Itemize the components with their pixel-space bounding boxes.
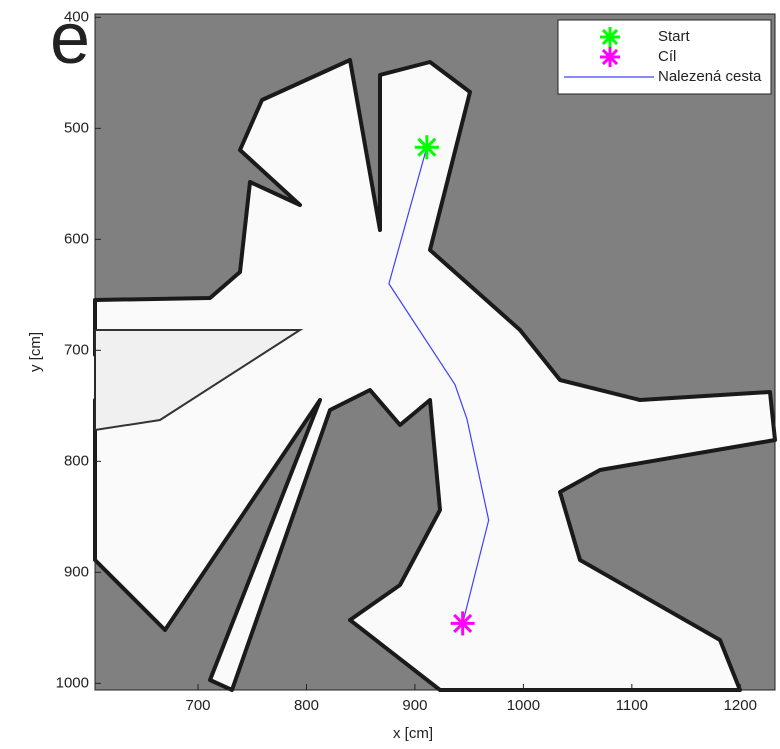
legend-symbol [600, 47, 620, 67]
legend: Start Cíl Nalezená cesta [558, 20, 771, 94]
y-tick-label: 700 [64, 341, 89, 358]
y-axis-label: y [cm] [27, 332, 44, 372]
legend-label: Cíl [658, 48, 676, 65]
x-tick-label: 1100 [616, 697, 648, 714]
chart: e x [cm] y [cm] 700800900100011001200400… [0, 0, 780, 749]
x-tick-label: 800 [294, 697, 319, 714]
y-tick-label: 500 [64, 119, 89, 136]
star-marker [415, 135, 439, 159]
star-marker [451, 611, 475, 635]
legend-label: Nalezená cesta [658, 68, 762, 85]
x-tick-label: 1200 [724, 697, 757, 714]
y-tick-label: 1000 [56, 674, 89, 691]
y-tick-label: 800 [64, 452, 89, 469]
legend-symbol [600, 27, 620, 47]
x-axis-label: x [cm] [393, 725, 433, 742]
x-tick-label: 1000 [507, 697, 540, 714]
y-tick-label: 600 [64, 230, 89, 247]
x-tick-label: 700 [186, 697, 211, 714]
map [95, 14, 775, 690]
x-tick-label: 900 [402, 697, 427, 714]
page: e x [cm] y [cm] 700800900100011001200400… [0, 0, 780, 749]
y-tick-label: 900 [64, 563, 89, 580]
legend-label: Start [658, 28, 691, 45]
y-tick-label: 400 [64, 8, 89, 25]
